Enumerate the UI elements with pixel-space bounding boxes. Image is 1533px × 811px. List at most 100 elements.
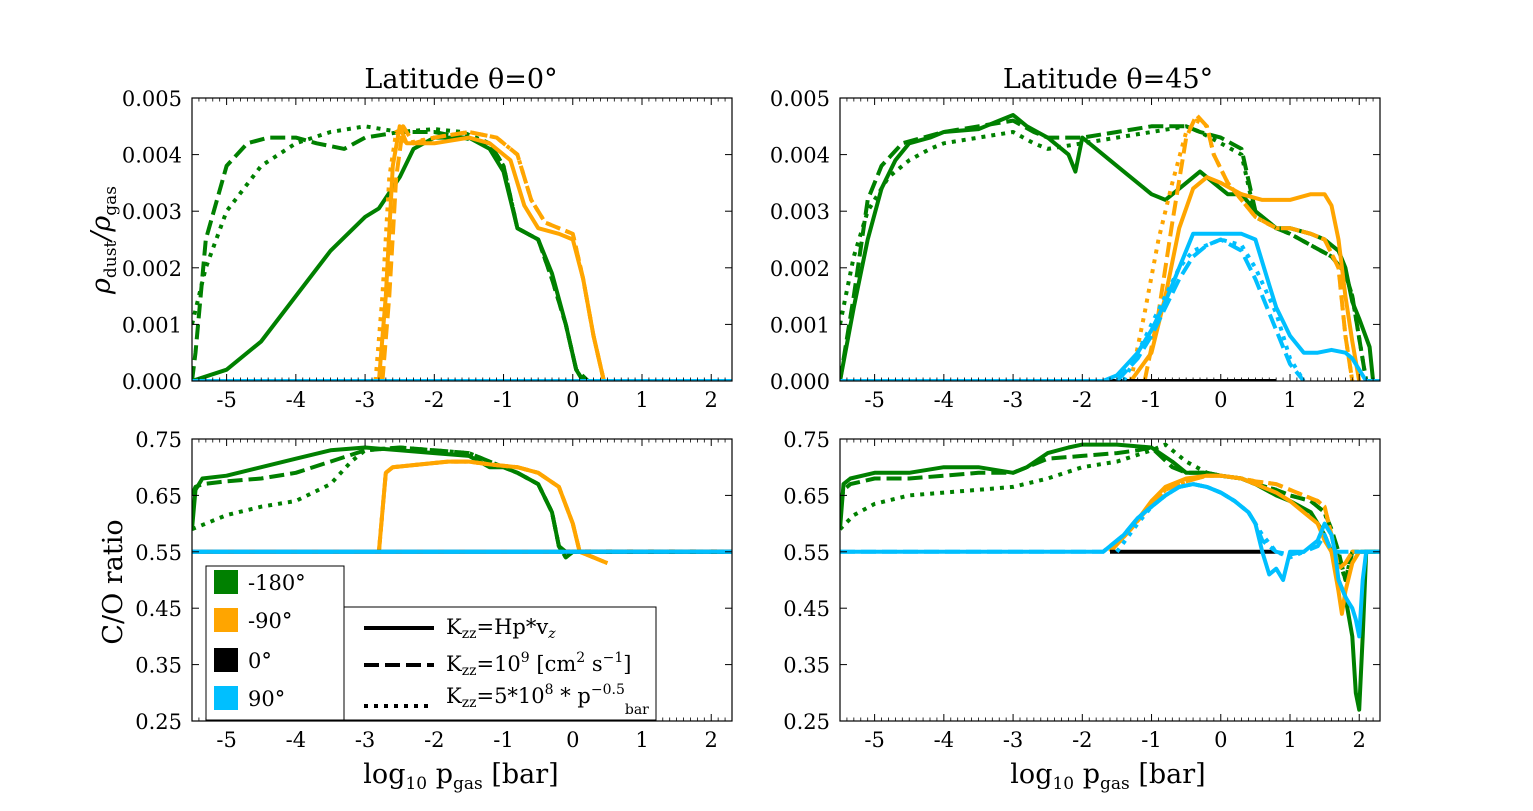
x-tick-label: -4 [286,728,306,752]
x-tick-label: -4 [934,728,954,752]
y-tick-label: 0.55 [783,541,830,565]
legend-styles: Kzz=Hp*vz Kzz=109 [cm2 s−1] Kzz=5*108 * … [343,606,657,721]
series-group [840,113,1380,381]
x-tick-label: -4 [286,388,306,412]
legend-label-solid: Kzz=Hp*vz [446,615,556,642]
series-line [192,445,732,560]
x-tick-label: -5 [864,388,884,412]
series-line [192,124,585,381]
series-line [840,231,1380,381]
y-tick-label: 0.004 [122,144,182,168]
series-line [1122,237,1306,381]
legend-label-dotted: Kzz=5*108 * p−0.5bar [446,682,649,718]
y-tick-label: 0.65 [783,484,830,508]
series-line [376,459,609,565]
x-tick-label: -1 [493,388,513,412]
x-tick-label: 1 [635,728,648,752]
panel-p10: -5 -4 -3 -2 -1 0 1 2 0.25 0.35 0.45 0.55 0.65 0.75 [135,428,733,752]
series-group [192,445,732,565]
legend-label-m180: -180° [248,571,306,595]
legend-colors: -180° -90° 0° 90° [205,565,345,721]
legend-label-m90: -90° [248,609,292,633]
legend-label-90: 90° [248,687,285,711]
x-tick-label: -4 [934,388,954,412]
legend-swatch-90 [214,686,238,710]
x-tick-label: 1 [635,388,648,412]
y-tick-label: 0.75 [783,428,830,452]
y-tick-label: 0.001 [770,313,830,337]
y-tick-label: 0.003 [122,200,182,224]
x-tick-label: 0 [1214,728,1227,752]
y-tick-label: 0.65 [135,484,182,508]
y-tick-label: 0.005 [770,87,830,111]
x-tick-label: -2 [1072,728,1092,752]
x-tick-label: -5 [216,728,236,752]
x-tick-label: 2 [1353,728,1366,752]
series-line [1115,482,1305,560]
y-tick-label: 0.005 [122,87,182,111]
y-tick-label: 0.002 [122,257,182,281]
series-group [192,124,732,381]
x-tick-label: -5 [216,388,236,412]
y-tick-label: 0.000 [770,370,830,394]
x-tick-label: -1 [1141,388,1161,412]
legend-label-0: 0° [248,649,272,673]
y-tick-label: 0.001 [122,313,182,337]
x-tick-label: -2 [424,728,444,752]
series-line [376,459,609,565]
x-tick-label: -3 [355,388,375,412]
axes-frame [839,438,1381,722]
series-line [840,445,1380,582]
legend-swatch-m90 [214,608,238,632]
y-tick-label: 0.002 [770,257,830,281]
y-tick-label: 0.45 [135,597,182,621]
x-tick-label: 2 [705,388,718,412]
series-line [1108,473,1361,616]
legend-swatch-0 [214,648,238,672]
x-tick-label: -3 [355,728,375,752]
y-tick-label: 0.25 [783,710,830,734]
legend-label-dashed: Kzz=109 [cm2 s−1] [446,650,631,679]
y-tick-label: 0.55 [135,541,182,565]
y-tick-label: 0.000 [122,370,182,394]
y-tick-label: 0.35 [783,654,830,678]
panel-p11: -5 -4 -3 -2 -1 0 1 2 0.25 0.35 0.45 0.55 0.65 0.75 [783,428,1381,752]
series-line [840,118,1369,381]
series-line [376,459,609,565]
x-tick-label: 0 [566,388,579,412]
ylabel-bottom: C/O ratio [98,519,129,644]
x-tick-label: -5 [864,728,884,752]
series-line [1128,118,1355,381]
x-tick-label: -2 [424,388,444,412]
y-tick-label: 0.35 [135,654,182,678]
series-line [840,124,1369,381]
x-tick-label: 2 [705,728,718,752]
x-tick-label: 1 [1283,728,1296,752]
x-tick-label: 1 [1283,388,1296,412]
title-left: Latitude θ=0° [364,64,557,95]
panel-p00: -5 -4 -3 -2 -1 0 1 2 0.000 0.001 0.002 0.003 0.004 0.… [122,87,733,412]
y-tick-label: 0.004 [770,144,830,168]
x-tick-label: 0 [566,728,579,752]
ylabel-top: ρdust/ρgas [86,186,121,295]
x-tick-label: 0 [1214,388,1227,412]
series-line [1108,473,1360,571]
x-tick-label: -1 [493,728,513,752]
y-tick-label: 0.25 [135,710,182,734]
y-tick-label: 0.003 [770,200,830,224]
series-line [1129,175,1362,381]
panel-p01: -5 -4 -3 -2 -1 0 1 2 0.000 0.001 0.002 0.003 0.004 0.… [770,87,1381,412]
xlabel-right: log10 pgas [bar] [1010,759,1205,794]
y-tick-label: 0.45 [783,597,830,621]
x-tick-label: -1 [1141,728,1161,752]
legend-swatch-m180 [214,570,238,594]
series-line [192,445,732,560]
x-tick-label: -3 [1003,388,1023,412]
series-line [840,442,1380,582]
series-line [840,442,1380,712]
series-line [373,130,606,381]
title-right: Latitude θ=45° [1003,64,1213,95]
xlabel-left: log10 pgas [bar] [363,759,558,794]
y-tick-label: 0.75 [135,428,182,452]
